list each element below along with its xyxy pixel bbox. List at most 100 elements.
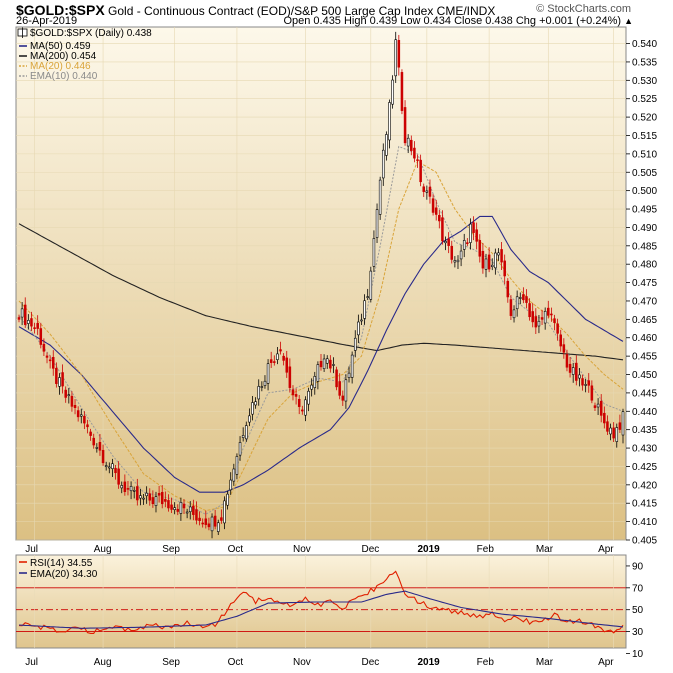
candle-body [20, 308, 24, 318]
candle-body [531, 311, 534, 323]
rsi-month-label: Dec [361, 657, 379, 668]
chart-header: $GOLD:$SPX Gold - Continuous Contract (E… [0, 0, 673, 27]
candle-body [198, 517, 201, 522]
candle-body [353, 337, 357, 351]
candle-body [329, 359, 332, 369]
candle-body [419, 159, 422, 183]
rsi-tick-label: 70 [632, 583, 644, 594]
price-tick-label: 0.540 [632, 39, 657, 50]
rsi-month-label: Sep [162, 657, 180, 668]
candle-body [609, 427, 612, 435]
moving-averages [18, 145, 624, 515]
candle-body [45, 355, 49, 358]
price-tick-label: 0.520 [632, 113, 657, 124]
candle-body [210, 516, 214, 532]
candle-body [64, 389, 67, 398]
candle-body [469, 223, 472, 243]
candle-body [164, 499, 167, 502]
symbol-description: Gold - Continuous Contract (EOD)/S&P 500… [108, 4, 496, 18]
month-label: Dec [361, 544, 379, 555]
legend-rsi: RSI(14) 34.55 [30, 558, 93, 569]
rsi-line [18, 570, 624, 634]
candle-body [301, 409, 304, 412]
price-tick-label: 0.440 [632, 407, 657, 418]
candle-body [369, 270, 373, 300]
candle-body [86, 424, 89, 428]
price-tick-label: 0.425 [632, 462, 657, 473]
rsi-month-label: Aug [94, 657, 112, 668]
candle-body [487, 254, 491, 270]
candle-body [167, 500, 170, 509]
candle-body [456, 259, 460, 263]
candle-body [416, 159, 419, 161]
candle-body [475, 229, 478, 242]
candle-body [425, 190, 429, 193]
candle-body [562, 344, 566, 353]
candle-body [120, 485, 124, 489]
candle-body [618, 422, 622, 430]
candle-body [472, 222, 475, 233]
candle-body [260, 386, 264, 388]
candle-body [372, 238, 376, 267]
candle-body [313, 376, 317, 388]
candle-body [497, 252, 500, 256]
candle-body [160, 491, 164, 505]
candle-body [406, 137, 410, 147]
price-x-axis: Jul Aug Sep Oct Nov Dec 2019 Feb Mar Apr [25, 544, 614, 555]
candle-body [235, 456, 239, 475]
candle-body [297, 398, 301, 407]
candle-body [621, 411, 625, 436]
candle-body [606, 421, 609, 432]
candle-body [273, 361, 276, 363]
legend-ma50: MA(50) 0.459 [30, 41, 91, 52]
price-panel [15, 26, 627, 541]
candle-body [388, 102, 391, 141]
candle-body [503, 260, 506, 277]
candle-body [357, 321, 360, 336]
candle-body [578, 374, 581, 379]
candle-body [192, 505, 195, 515]
price-tick-label: 0.525 [632, 94, 657, 105]
price-tick-label: 0.465 [632, 315, 657, 326]
price-tick-label: 0.480 [632, 260, 657, 271]
ma200-line [18, 223, 624, 361]
candle-body [547, 307, 550, 316]
candle-body [173, 507, 176, 510]
candle-body [568, 363, 572, 373]
price-gridlines [16, 27, 626, 541]
rsi-gridlines [16, 555, 626, 648]
candle-body [615, 427, 619, 442]
month-label: Jul [25, 544, 38, 555]
candle-body [145, 492, 148, 497]
candle-body [226, 493, 229, 506]
price-axis: 0.540 0.535 0.530 0.525 0.520 0.515 0.510 0.505… [626, 39, 657, 547]
candle-body [397, 40, 401, 68]
candle-body [441, 217, 444, 242]
price-tick-label: 0.450 [632, 370, 657, 381]
candle-body [285, 357, 289, 373]
candle-body [23, 304, 27, 325]
candle-body [70, 395, 74, 407]
candle-body [111, 463, 114, 469]
candle-body [599, 400, 603, 416]
candle-body [428, 186, 432, 197]
price-tick-label: 0.500 [632, 186, 657, 197]
candle-body [462, 240, 466, 250]
month-label: Nov [293, 544, 311, 555]
rsi-tick-label: 30 [632, 627, 644, 638]
price-tick-label: 0.505 [632, 168, 657, 179]
candle-body [279, 349, 282, 352]
candle-body [291, 389, 295, 396]
candle-body [537, 320, 541, 327]
candle-body [438, 215, 441, 222]
price-tick-label: 0.405 [632, 536, 657, 547]
candle-body [101, 450, 105, 464]
candle-body [117, 468, 120, 485]
candle-body [347, 372, 351, 378]
rsi-ema-line [18, 590, 624, 629]
candle-body [216, 522, 220, 532]
candle-body [201, 522, 204, 525]
month-label: Feb [477, 544, 495, 555]
candle-body [316, 364, 320, 382]
